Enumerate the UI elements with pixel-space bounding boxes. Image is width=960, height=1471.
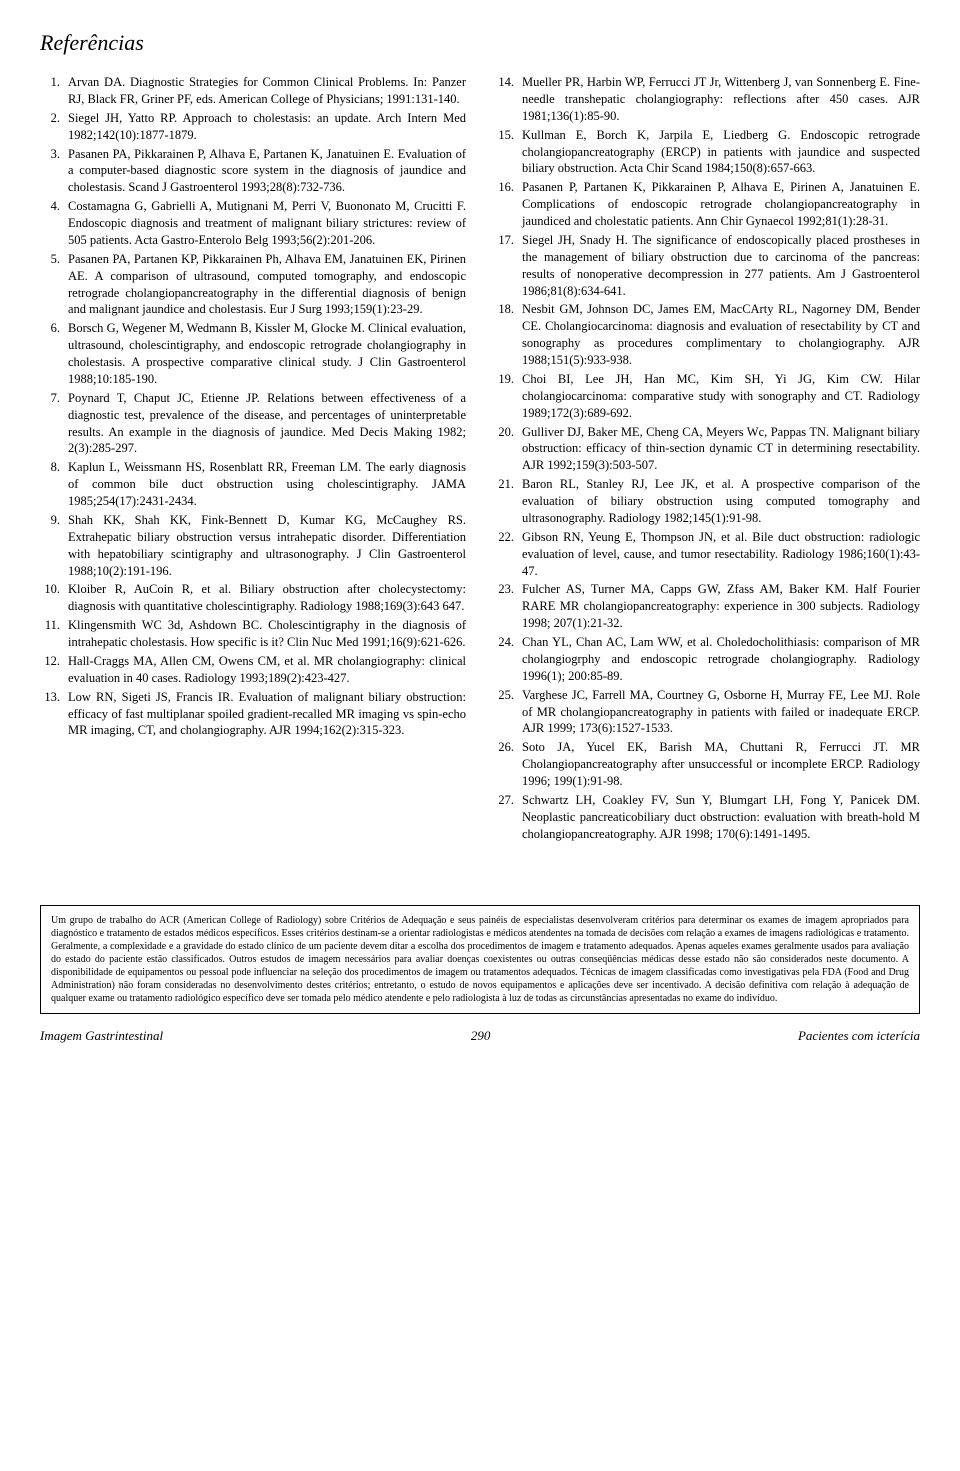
reference-text: Baron RL, Stanley RJ, Lee JK, et al. A p… bbox=[522, 476, 920, 527]
reference-number: 21. bbox=[494, 476, 522, 527]
reference-number: 27. bbox=[494, 792, 522, 843]
section-title: Referências bbox=[40, 30, 920, 56]
reference-item: 19.Choi BI, Lee JH, Han MC, Kim SH, Yi J… bbox=[494, 371, 920, 422]
reference-text: Borsch G, Wegener M, Wedmann B, Kissler … bbox=[68, 320, 466, 388]
footer-right: Pacientes com icterícia bbox=[798, 1028, 920, 1044]
reference-text: Soto JA, Yucel EK, Barish MA, Chuttani R… bbox=[522, 739, 920, 790]
reference-number: 23. bbox=[494, 581, 522, 632]
reference-text: Low RN, Sigeti JS, Francis IR. Evaluatio… bbox=[68, 689, 466, 740]
reference-number: 6. bbox=[40, 320, 68, 388]
reference-number: 2. bbox=[40, 110, 68, 144]
reference-item: 11.Klingensmith WC 3d, Ashdown BC. Chole… bbox=[40, 617, 466, 651]
reference-number: 13. bbox=[40, 689, 68, 740]
footer-page-number: 290 bbox=[471, 1028, 491, 1044]
reference-number: 16. bbox=[494, 179, 522, 230]
reference-item: 2.Siegel JH, Yatto RP. Approach to chole… bbox=[40, 110, 466, 144]
reference-text: Chan YL, Chan AC, Lam WW, et al. Choledo… bbox=[522, 634, 920, 685]
reference-number: 1. bbox=[40, 74, 68, 108]
reference-item: 20.Gulliver DJ, Baker ME, Cheng CA, Meye… bbox=[494, 424, 920, 475]
footer-left: Imagem Gastrintestinal bbox=[40, 1028, 163, 1044]
reference-text: Gibson RN, Yeung E, Thompson JN, et al. … bbox=[522, 529, 920, 580]
reference-number: 15. bbox=[494, 127, 522, 178]
reference-item: 27.Schwartz LH, Coakley FV, Sun Y, Blumg… bbox=[494, 792, 920, 843]
reference-number: 9. bbox=[40, 512, 68, 580]
reference-text: Pasanen PA, Partanen KP, Pikkarainen Ph,… bbox=[68, 251, 466, 319]
reference-text: Costamagna G, Gabrielli A, Mutignani M, … bbox=[68, 198, 466, 249]
reference-item: 17.Siegel JH, Snady H. The significance … bbox=[494, 232, 920, 300]
reference-text: Gulliver DJ, Baker ME, Cheng CA, Meyers … bbox=[522, 424, 920, 475]
reference-number: 17. bbox=[494, 232, 522, 300]
reference-item: 5.Pasanen PA, Partanen KP, Pikkarainen P… bbox=[40, 251, 466, 319]
reference-item: 12.Hall-Craggs MA, Allen CM, Owens CM, e… bbox=[40, 653, 466, 687]
references-left-column: 1.Arvan DA. Diagnostic Strategies for Co… bbox=[40, 74, 466, 845]
reference-item: 8.Kaplun L, Weissmann HS, Rosenblatt RR,… bbox=[40, 459, 466, 510]
disclaimer-note: Um grupo de trabalho do ACR (American Co… bbox=[40, 905, 920, 1014]
reference-text: Varghese JC, Farrell MA, Courtney G, Osb… bbox=[522, 687, 920, 738]
reference-text: Hall-Craggs MA, Allen CM, Owens CM, et a… bbox=[68, 653, 466, 687]
reference-number: 11. bbox=[40, 617, 68, 651]
reference-text: Siegel JH, Yatto RP. Approach to cholest… bbox=[68, 110, 466, 144]
reference-item: 9.Shah KK, Shah KK, Fink-Bennett D, Kuma… bbox=[40, 512, 466, 580]
reference-number: 4. bbox=[40, 198, 68, 249]
reference-number: 26. bbox=[494, 739, 522, 790]
reference-text: Kaplun L, Weissmann HS, Rosenblatt RR, F… bbox=[68, 459, 466, 510]
reference-text: Fulcher AS, Turner MA, Capps GW, Zfass A… bbox=[522, 581, 920, 632]
reference-text: Shah KK, Shah KK, Fink-Bennett D, Kumar … bbox=[68, 512, 466, 580]
reference-item: 21.Baron RL, Stanley RJ, Lee JK, et al. … bbox=[494, 476, 920, 527]
page-footer: Imagem Gastrintestinal 290 Pacientes com… bbox=[40, 1028, 920, 1044]
reference-number: 25. bbox=[494, 687, 522, 738]
reference-number: 7. bbox=[40, 390, 68, 458]
reference-item: 18.Nesbit GM, Johnson DC, James EM, MacC… bbox=[494, 301, 920, 369]
reference-item: 1.Arvan DA. Diagnostic Strategies for Co… bbox=[40, 74, 466, 108]
reference-number: 20. bbox=[494, 424, 522, 475]
reference-number: 19. bbox=[494, 371, 522, 422]
reference-text: Mueller PR, Harbin WP, Ferrucci JT Jr, W… bbox=[522, 74, 920, 125]
references-columns: 1.Arvan DA. Diagnostic Strategies for Co… bbox=[40, 74, 920, 845]
reference-item: 13.Low RN, Sigeti JS, Francis IR. Evalua… bbox=[40, 689, 466, 740]
reference-number: 14. bbox=[494, 74, 522, 125]
reference-number: 8. bbox=[40, 459, 68, 510]
reference-number: 5. bbox=[40, 251, 68, 319]
reference-text: Kloiber R, AuCoin R, et al. Biliary obst… bbox=[68, 581, 466, 615]
reference-text: Arvan DA. Diagnostic Strategies for Comm… bbox=[68, 74, 466, 108]
reference-item: 23.Fulcher AS, Turner MA, Capps GW, Zfas… bbox=[494, 581, 920, 632]
reference-item: 24.Chan YL, Chan AC, Lam WW, et al. Chol… bbox=[494, 634, 920, 685]
reference-text: Schwartz LH, Coakley FV, Sun Y, Blumgart… bbox=[522, 792, 920, 843]
reference-text: Choi BI, Lee JH, Han MC, Kim SH, Yi JG, … bbox=[522, 371, 920, 422]
reference-text: Pasanen P, Partanen K, Pikkarainen P, Al… bbox=[522, 179, 920, 230]
reference-item: 26.Soto JA, Yucel EK, Barish MA, Chuttan… bbox=[494, 739, 920, 790]
reference-number: 12. bbox=[40, 653, 68, 687]
reference-item: 3.Pasanen PA, Pikkarainen P, Alhava E, P… bbox=[40, 146, 466, 197]
reference-text: Poynard T, Chaput JC, Etienne JP. Relati… bbox=[68, 390, 466, 458]
reference-item: 4.Costamagna G, Gabrielli A, Mutignani M… bbox=[40, 198, 466, 249]
reference-number: 3. bbox=[40, 146, 68, 197]
reference-item: 25.Varghese JC, Farrell MA, Courtney G, … bbox=[494, 687, 920, 738]
reference-item: 10.Kloiber R, AuCoin R, et al. Biliary o… bbox=[40, 581, 466, 615]
reference-number: 22. bbox=[494, 529, 522, 580]
reference-item: 15.Kullman E, Borch K, Jarpila E, Liedbe… bbox=[494, 127, 920, 178]
reference-text: Siegel JH, Snady H. The significance of … bbox=[522, 232, 920, 300]
reference-text: Klingensmith WC 3d, Ashdown BC. Cholesci… bbox=[68, 617, 466, 651]
reference-item: 6.Borsch G, Wegener M, Wedmann B, Kissle… bbox=[40, 320, 466, 388]
reference-text: Pasanen PA, Pikkarainen P, Alhava E, Par… bbox=[68, 146, 466, 197]
reference-number: 10. bbox=[40, 581, 68, 615]
reference-item: 7.Poynard T, Chaput JC, Etienne JP. Rela… bbox=[40, 390, 466, 458]
reference-item: 16.Pasanen P, Partanen K, Pikkarainen P,… bbox=[494, 179, 920, 230]
reference-text: Nesbit GM, Johnson DC, James EM, MacCArt… bbox=[522, 301, 920, 369]
reference-item: 22.Gibson RN, Yeung E, Thompson JN, et a… bbox=[494, 529, 920, 580]
reference-number: 18. bbox=[494, 301, 522, 369]
reference-text: Kullman E, Borch K, Jarpila E, Liedberg … bbox=[522, 127, 920, 178]
reference-number: 24. bbox=[494, 634, 522, 685]
reference-item: 14.Mueller PR, Harbin WP, Ferrucci JT Jr… bbox=[494, 74, 920, 125]
references-right-column: 14.Mueller PR, Harbin WP, Ferrucci JT Jr… bbox=[494, 74, 920, 845]
